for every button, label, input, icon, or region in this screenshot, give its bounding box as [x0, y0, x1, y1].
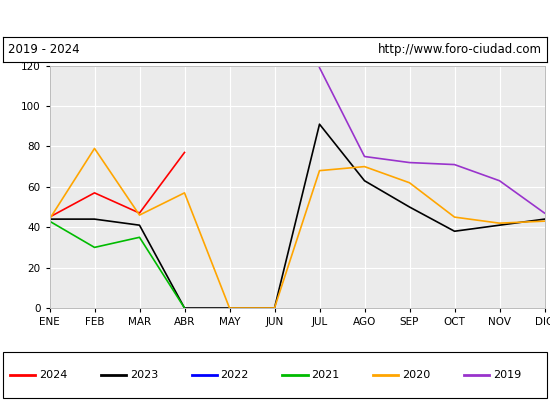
- Text: 2022: 2022: [221, 370, 249, 380]
- Text: 2019 - 2024: 2019 - 2024: [8, 43, 80, 56]
- Text: 2020: 2020: [402, 370, 430, 380]
- Text: http://www.foro-ciudad.com: http://www.foro-ciudad.com: [378, 43, 542, 56]
- Text: 2019: 2019: [493, 370, 521, 380]
- Text: 2021: 2021: [311, 370, 339, 380]
- Text: Evolucion Nº Turistas Nacionales en el municipio de Òrrius: Evolucion Nº Turistas Nacionales en el m…: [33, 9, 517, 26]
- Text: 2024: 2024: [39, 370, 68, 380]
- Text: 2023: 2023: [130, 370, 158, 380]
